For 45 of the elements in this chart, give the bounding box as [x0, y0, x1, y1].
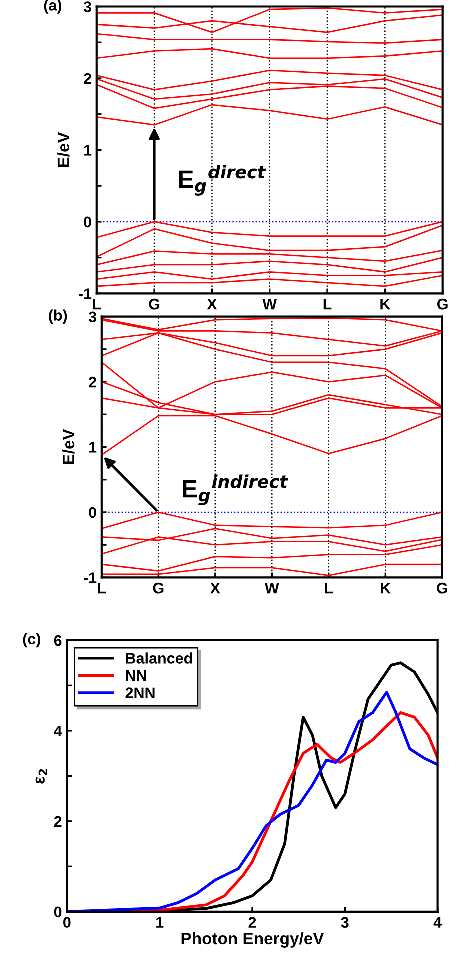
y-axis-title: ε$_{2}$	[36, 769, 48, 784]
y-tick-label: 1	[90, 442, 97, 453]
x-tick-label: G	[437, 582, 448, 594]
x-tick-label: G	[438, 298, 448, 310]
y-tick-label: -1	[79, 288, 92, 300]
x-tick-label: K	[381, 583, 392, 594]
y-axis-title: E/eV	[57, 132, 70, 168]
x-tick-label: 1	[156, 917, 164, 928]
x-tick-label: G	[153, 582, 164, 594]
x-tick-label: 0	[64, 917, 71, 928]
x-axis-title: Photon Energy/eV	[182, 932, 324, 948]
chart-title: (c)	[23, 633, 40, 648]
legend-label: NN	[126, 670, 146, 682]
chart-title: (a)	[44, 0, 62, 14]
y-tick-label: 2	[54, 816, 62, 827]
y-tick-label: 0	[84, 216, 92, 228]
y-tick-label: 6	[54, 635, 62, 646]
x-tick-label: 3	[341, 917, 349, 928]
legend-label: Balanced	[126, 652, 192, 664]
x-tick-label: L	[325, 583, 334, 594]
x-tick-label: W	[262, 299, 278, 310]
y-tick-label: 3	[84, 2, 92, 12]
y-tick-label: 1	[84, 145, 92, 156]
annotation: E$_{g}$$^{direct}$	[179, 165, 266, 196]
annotation: E$_{g}$$^{indirect}$	[183, 474, 288, 506]
y-tick-label: -1	[84, 572, 97, 584]
y-tick-label: 0	[54, 906, 62, 918]
x-tick-label: W	[264, 583, 280, 594]
x-tick-label: X	[210, 583, 220, 594]
x-tick-label: 2	[248, 917, 256, 928]
x-tick-label: L	[324, 299, 332, 310]
y-tick-label: 2	[89, 376, 96, 388]
x-tick-label: L	[93, 299, 102, 310]
x-tick-label: L	[98, 583, 106, 594]
x-tick-label: G	[149, 298, 160, 310]
y-tick-label: 4	[54, 726, 62, 736]
y-tick-label: 3	[88, 312, 96, 323]
x-tick-label: 4	[434, 917, 442, 928]
y-tick-label: 0	[89, 507, 96, 518]
legend-label: 2NN	[126, 688, 155, 698]
y-axis-title: E/eV	[62, 429, 75, 464]
x-tick-label: K	[380, 299, 391, 310]
y-tick-label: 2	[84, 73, 92, 84]
x-tick-label: X	[207, 299, 218, 310]
chart-title: (b)	[49, 310, 68, 324]
